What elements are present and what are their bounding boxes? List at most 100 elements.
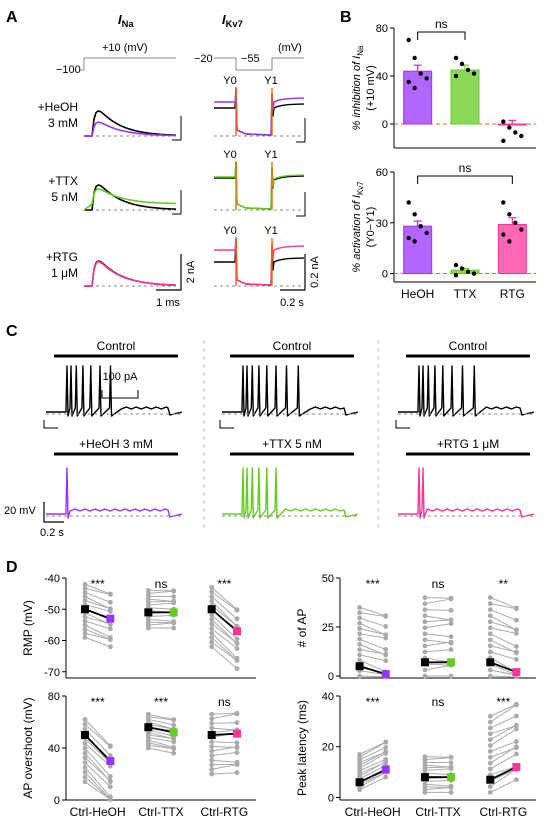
drug-voltage-trace: [398, 467, 535, 519]
pair-point-ctrl: [487, 619, 493, 625]
pair-line: [211, 713, 238, 720]
pair-category-label: Ctrl-TTX: [138, 805, 183, 819]
bar-data-point: [453, 73, 459, 79]
pair-point-drug: [107, 635, 113, 640]
pair-point-ctrl: [422, 613, 428, 619]
pair-point-drug: [234, 720, 240, 726]
pair-point-drug: [383, 739, 389, 745]
pair-mean-ctrl: [144, 723, 153, 732]
pair-point-drug: [234, 607, 240, 613]
pair-point-ctrl: [357, 636, 362, 642]
pair-line: [490, 633, 517, 647]
bar-rtg: [497, 223, 527, 275]
bar-category-label: HeOH: [401, 287, 434, 301]
pair-line: [211, 618, 238, 645]
pair-y-tick-label: -60: [44, 636, 60, 648]
pair-line: [490, 597, 517, 609]
pair-sig-label: ns: [155, 577, 168, 591]
pair-line: [490, 615, 517, 631]
bar-data-point: [507, 125, 512, 130]
pair-mean-drug: [512, 668, 521, 677]
pair-point-ctrl: [357, 626, 362, 631]
pair-point-ctrl: [422, 601, 428, 607]
pair-point-ctrl: [422, 607, 428, 613]
bar-data-point: [459, 266, 465, 271]
pair-line: [84, 604, 111, 612]
pair-line: [490, 639, 517, 654]
pair-line: [359, 776, 386, 791]
pair-line: [148, 602, 174, 606]
pair-y-tick-label: 40: [48, 743, 60, 755]
pair-point-ctrl: [487, 743, 493, 748]
pair-point-ctrl: [82, 634, 88, 640]
pair-line: [359, 659, 386, 673]
pair-line: [490, 765, 517, 776]
pair-point-ctrl: [357, 657, 362, 663]
pair-line: [211, 764, 238, 770]
pair-category-label: Ctrl-HeOH: [70, 805, 126, 819]
pair-point-ctrl: [209, 744, 215, 749]
pair-point-ctrl: [422, 673, 428, 679]
bar-category-label: RTG: [500, 287, 525, 301]
pair-point-drug: [448, 634, 454, 640]
bar-data-point: [418, 223, 423, 229]
pair-mean-ctrl: [420, 658, 429, 667]
pair-point-drug: [383, 745, 389, 750]
pair-line: [84, 752, 111, 782]
pair-line: [148, 713, 174, 721]
pair-line: [84, 624, 111, 638]
pair-line: [359, 764, 386, 780]
pair-line: [148, 598, 174, 602]
pair-point-ctrl: [82, 760, 88, 765]
pair-point-ctrl: [357, 751, 362, 757]
current-step-label: 100 pA: [103, 371, 139, 383]
pair-line: [490, 621, 517, 631]
pair-line: [84, 743, 111, 767]
pair-point-drug: [383, 756, 389, 762]
pair-line: [490, 725, 517, 735]
pair-line: [211, 632, 238, 659]
kv-label-y0: Y0: [223, 149, 236, 161]
pair-point-ctrl: [82, 594, 88, 599]
pair-line: [359, 633, 386, 639]
pair-line: [359, 643, 386, 656]
pair-point-ctrl: [487, 625, 493, 631]
pair-point-drug: [171, 625, 177, 631]
pair-line: [359, 670, 386, 676]
kv-protocol-hold: −20: [194, 53, 213, 65]
drug-conc-label: 5 nM: [51, 190, 78, 204]
pair-mean-drug: [381, 670, 390, 679]
pair-line: [424, 615, 452, 621]
pair-line: [424, 609, 452, 611]
pair-point-ctrl: [487, 789, 493, 795]
pair-point-drug: [107, 599, 113, 605]
pair-line: [211, 614, 238, 640]
pair-line: [359, 606, 386, 617]
pair-line: [424, 768, 452, 772]
pair-mean-line: [489, 766, 517, 781]
pair-point-ctrl: [209, 739, 215, 745]
na-scale-x-label: 1 ms: [156, 297, 180, 309]
drug-conc-label: 1 μM: [51, 266, 78, 280]
pair-point-drug: [107, 591, 113, 597]
pair-point-drug: [514, 726, 519, 732]
pair-line: [148, 718, 174, 726]
pair-mean-ctrl: [81, 605, 89, 614]
bar-y-label: % activation of IKv7: [351, 181, 365, 272]
pair-point-ctrl: [209, 594, 215, 599]
pair-point-drug: [514, 627, 519, 633]
pair-line: [424, 598, 452, 605]
pair-line: [148, 731, 174, 740]
pair-y-label: # of AP: [295, 609, 309, 648]
pair-line: [84, 776, 111, 800]
pair-point-drug: [107, 753, 113, 758]
pair-point-ctrl: [422, 619, 428, 625]
kv-protocol-unit: (mV): [278, 42, 302, 54]
pair-point-ctrl: [82, 750, 88, 756]
pair-line: [211, 727, 238, 731]
pair-line: [84, 767, 111, 798]
pair-point-ctrl: [487, 719, 493, 725]
pair-point-drug: [171, 594, 177, 600]
pair-sig-label: ***: [366, 577, 380, 591]
voltage-scale-y-label: 20 mV: [4, 505, 36, 517]
